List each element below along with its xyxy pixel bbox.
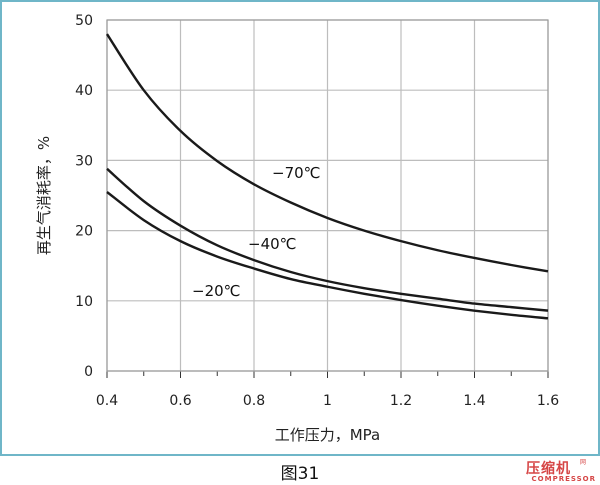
x-tick-label: 0.8: [243, 393, 265, 409]
y-axis-title: 再生气消耗率，%: [35, 136, 53, 255]
figure-caption: 图31: [280, 464, 320, 484]
watermark-main-text: 压缩机: [526, 461, 571, 477]
watermark-sub-text: COMPRESSOR: [531, 475, 596, 483]
series-line: [106, 167, 549, 312]
series-label: −40℃: [248, 235, 297, 253]
x-tick-label: 1.4: [463, 393, 485, 409]
x-tick-label: 1.6: [537, 393, 559, 409]
figure-frame: [0, 0, 600, 456]
x-tick-label: 0.4: [96, 393, 118, 409]
y-tick-label: 30: [75, 153, 93, 169]
y-tick-label: 0: [84, 364, 93, 380]
y-tick-label: 20: [75, 224, 93, 240]
series-line: [106, 191, 549, 320]
watermark-side-text: 网: [580, 459, 587, 466]
y-tick-label: 10: [75, 294, 93, 310]
watermark-logo: 压缩机 网 COMPRESSOR: [500, 458, 596, 484]
plot-area-border: [106, 19, 549, 372]
y-tick-label: 50: [75, 13, 93, 29]
series-line: [105, 33, 549, 273]
y-tick-label: 40: [75, 83, 93, 99]
x-tick-label: 1.2: [390, 393, 412, 409]
x-tick-label: 0.6: [169, 393, 191, 409]
x-tick-label: 1: [323, 393, 332, 409]
series-label: −20℃: [192, 282, 241, 300]
chart: 0.4 0.6 0.8 1 1.2 1.4 1.6 0 10 20 30 40 50 −70℃ −40℃ −2…: [35, 13, 559, 444]
series-label: −70℃: [272, 164, 321, 182]
x-axis-title: 工作压力，MPa: [275, 426, 381, 444]
